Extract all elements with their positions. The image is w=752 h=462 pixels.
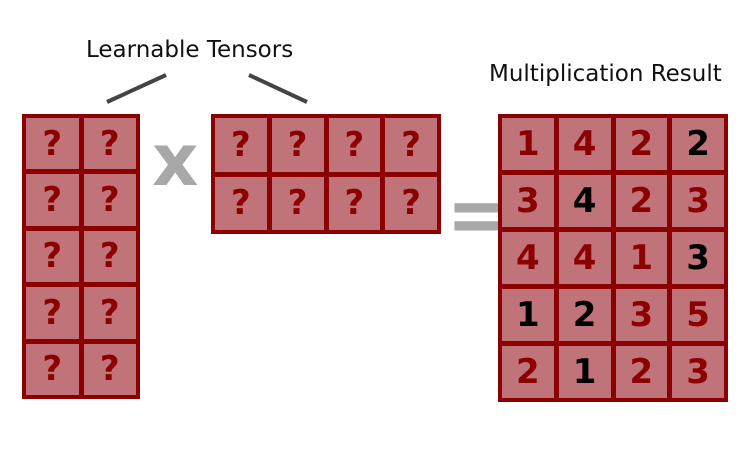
result-cell: 1	[502, 289, 554, 341]
matrix-a-cell: ?	[83, 174, 136, 226]
result-cell: 3	[672, 346, 724, 398]
matrix-a-cell: ?	[26, 118, 79, 170]
result-cell: 1	[502, 118, 554, 170]
multiply-operator: x	[152, 118, 199, 202]
result-cell: 4	[502, 232, 554, 284]
result-cell: 1	[615, 232, 668, 284]
learnable-matrix-a: ??????????	[22, 114, 140, 399]
matrix-a-cell: ?	[26, 174, 79, 226]
matrix-b-cell: ?	[385, 176, 437, 230]
learnable-matrix-b: ????????	[211, 114, 441, 234]
result-cell: 2	[615, 118, 668, 170]
matrix-a-cell: ?	[83, 343, 136, 395]
matrix-b-cell: ?	[271, 118, 324, 172]
result-cell: 4	[558, 175, 611, 227]
matrix-a-cell: ?	[26, 230, 79, 283]
matrix-b-cell: ?	[271, 176, 324, 230]
result-cell: 2	[558, 289, 611, 341]
leader-line-left	[106, 73, 167, 104]
matrix-a-cell: ?	[83, 287, 136, 339]
learnable-tensors-label: Learnable Tensors	[86, 37, 294, 63]
matrix-b-cell: ?	[215, 176, 267, 230]
result-cell: 3	[672, 232, 724, 284]
matrix-b-cell: ?	[385, 118, 437, 172]
result-cell: 2	[672, 118, 724, 170]
matrix-a-cell: ?	[26, 343, 79, 395]
matrix-b-cell: ?	[328, 118, 381, 172]
result-cell: 5	[672, 289, 724, 341]
matrix-b-cell: ?	[215, 118, 267, 172]
matrix-a-cell: ?	[26, 287, 79, 339]
multiplication-result-label: Multiplication Result	[489, 61, 722, 87]
result-cell: 4	[558, 118, 611, 170]
result-cell: 3	[672, 175, 724, 227]
matrix-a-cell: ?	[83, 118, 136, 170]
matrix-a-cell: ?	[83, 230, 136, 283]
result-cell: 3	[502, 175, 554, 227]
result-cell: 3	[615, 289, 668, 341]
result-cell: 2	[502, 346, 554, 398]
leader-line-right	[248, 73, 308, 104]
result-cell: 2	[615, 175, 668, 227]
result-cell: 1	[558, 346, 611, 398]
matrix-b-cell: ?	[328, 176, 381, 230]
result-cell: 4	[558, 232, 611, 284]
result-cell: 2	[615, 346, 668, 398]
